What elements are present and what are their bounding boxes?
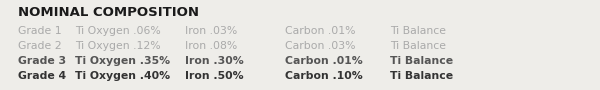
Text: Iron .08%: Iron .08% bbox=[185, 41, 237, 51]
Text: Ti Oxygen .06%: Ti Oxygen .06% bbox=[75, 26, 161, 36]
Text: Ti Balance: Ti Balance bbox=[390, 71, 453, 81]
Text: NOMINAL COMPOSITION: NOMINAL COMPOSITION bbox=[18, 6, 199, 19]
Text: Ti Balance: Ti Balance bbox=[390, 56, 453, 66]
Text: Carbon .10%: Carbon .10% bbox=[285, 71, 363, 81]
Text: Iron .50%: Iron .50% bbox=[185, 71, 244, 81]
Text: Grade 1: Grade 1 bbox=[18, 26, 62, 36]
Text: Carbon .01%: Carbon .01% bbox=[285, 56, 363, 66]
Text: Iron .30%: Iron .30% bbox=[185, 56, 244, 66]
Text: Ti Balance: Ti Balance bbox=[390, 41, 446, 51]
Text: Grade 3: Grade 3 bbox=[18, 56, 66, 66]
Text: Carbon .01%: Carbon .01% bbox=[285, 26, 355, 36]
Text: Iron .03%: Iron .03% bbox=[185, 26, 237, 36]
Text: Carbon .03%: Carbon .03% bbox=[285, 41, 355, 51]
Text: Grade 4: Grade 4 bbox=[18, 71, 66, 81]
Text: Ti Oxygen .12%: Ti Oxygen .12% bbox=[75, 41, 161, 51]
Text: Ti Oxygen .40%: Ti Oxygen .40% bbox=[75, 71, 170, 81]
Text: Grade 2: Grade 2 bbox=[18, 41, 62, 51]
Text: Ti Oxygen .35%: Ti Oxygen .35% bbox=[75, 56, 170, 66]
Text: Ti Balance: Ti Balance bbox=[390, 26, 446, 36]
